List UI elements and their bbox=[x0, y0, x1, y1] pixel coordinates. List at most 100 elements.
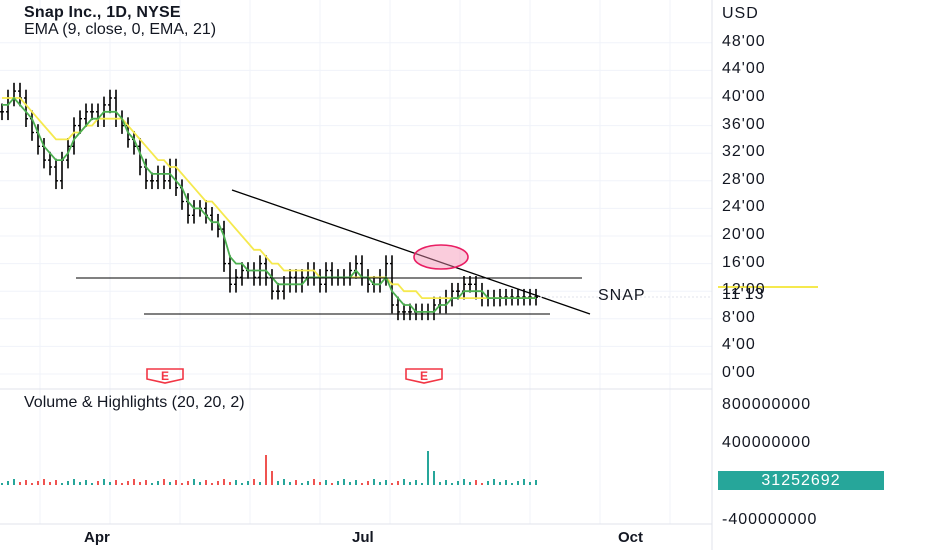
time-axis-tick: Jul bbox=[352, 529, 374, 546]
volume-bar bbox=[37, 481, 39, 485]
volume-bar bbox=[319, 482, 321, 485]
volume-bar bbox=[175, 480, 177, 485]
volume-bar bbox=[391, 483, 393, 485]
volume-bar bbox=[259, 482, 261, 485]
volume-bar bbox=[331, 483, 333, 485]
volume-bar bbox=[205, 480, 207, 485]
price-axis-tick: 40'00 bbox=[722, 88, 766, 105]
price-axis-tick: 44'00 bbox=[722, 60, 766, 78]
volume-bar bbox=[193, 479, 195, 485]
volume-bar bbox=[277, 481, 279, 485]
volume-bar bbox=[13, 479, 15, 485]
volume-bar bbox=[409, 482, 411, 485]
price-axis-tick: 16'00 bbox=[722, 253, 766, 271]
volume-bar bbox=[283, 479, 285, 485]
volume-bar bbox=[433, 471, 435, 485]
earnings-marker[interactable]: E bbox=[146, 368, 184, 384]
volume-axis-tick: 400000000 bbox=[722, 434, 812, 451]
volume-bar bbox=[109, 482, 111, 485]
price-axis-tick: 36'00 bbox=[722, 115, 766, 133]
ema-indicator-label[interactable]: EMA (9, close, 0, EMA, 21) bbox=[24, 21, 217, 38]
volume-bar bbox=[103, 479, 105, 485]
volume-bar bbox=[439, 482, 441, 485]
last-price-badge: 11'13 bbox=[722, 286, 765, 303]
volume-bar bbox=[169, 482, 171, 485]
volume-bar bbox=[67, 481, 69, 485]
volume-bar bbox=[151, 483, 153, 485]
volume-bar bbox=[337, 481, 339, 485]
volume-bar bbox=[61, 483, 63, 485]
volume-bar bbox=[397, 481, 399, 485]
price-axis-tick: 48'00 bbox=[722, 32, 766, 50]
highlight-circle bbox=[413, 244, 469, 270]
volume-bar bbox=[349, 482, 351, 485]
price-series bbox=[0, 82, 538, 321]
volume-bar bbox=[535, 480, 537, 485]
volume-bar bbox=[181, 483, 183, 485]
volume-bar bbox=[427, 451, 429, 485]
price-axis-tick: 20'00 bbox=[722, 226, 766, 243]
volume-bar bbox=[19, 482, 21, 485]
volume-bar bbox=[493, 479, 495, 485]
volume-bar bbox=[91, 483, 93, 485]
volume-bar bbox=[511, 483, 513, 485]
volume-axis-tick: 800000000 bbox=[722, 396, 812, 413]
ema-21-line bbox=[2, 97, 536, 300]
volume-bar bbox=[199, 482, 201, 485]
price-axis-currency: USD bbox=[722, 5, 759, 22]
volume-bar bbox=[187, 481, 189, 485]
volume-bar bbox=[241, 483, 243, 485]
volume-bar bbox=[451, 483, 453, 485]
volume-bar bbox=[73, 479, 75, 485]
volume-bar bbox=[343, 479, 345, 485]
volume-bar bbox=[379, 482, 381, 485]
volume-bar bbox=[133, 479, 135, 485]
ema-9-line bbox=[2, 96, 536, 313]
volume-bar bbox=[325, 480, 327, 485]
price-axis-tick: 8'00 bbox=[722, 308, 756, 326]
volume-bar bbox=[469, 482, 471, 485]
volume-bar bbox=[529, 482, 531, 485]
price-axis-tick: 4'00 bbox=[722, 336, 756, 354]
volume-bar bbox=[355, 480, 357, 485]
volume-bar bbox=[475, 480, 477, 485]
volume-bar bbox=[223, 479, 225, 485]
volume-bar bbox=[43, 479, 45, 485]
volume-bar bbox=[127, 481, 129, 485]
volume-bar bbox=[55, 480, 57, 485]
volume-bar bbox=[139, 482, 141, 485]
volume-bar bbox=[79, 482, 81, 485]
volume-bar bbox=[163, 479, 165, 485]
earnings-marker[interactable]: E bbox=[405, 368, 443, 384]
volume-bar bbox=[247, 481, 249, 485]
volume-bar bbox=[31, 483, 33, 485]
price-axis-tick: 32'00 bbox=[722, 143, 766, 161]
chart-title[interactable]: Snap Inc., 1D, NYSE bbox=[24, 4, 181, 21]
volume-bar bbox=[421, 483, 423, 485]
volume-bar bbox=[217, 481, 219, 485]
earnings-flag-icon bbox=[146, 368, 184, 384]
volume-bar bbox=[385, 480, 387, 485]
time-axis-tick: Oct bbox=[618, 529, 644, 546]
volume-bar bbox=[271, 471, 273, 485]
volume-bar bbox=[523, 479, 525, 485]
volume-indicator-label[interactable]: Volume & Highlights (20, 20, 2) bbox=[24, 394, 245, 411]
price-axis-tick: 24'00 bbox=[722, 198, 766, 216]
volume-axis-tick: -400000000 bbox=[722, 511, 818, 528]
volume-bar bbox=[97, 481, 99, 485]
volume-bar bbox=[361, 483, 363, 485]
volume-bar bbox=[445, 480, 447, 485]
volume-bar bbox=[295, 480, 297, 485]
volume-bar bbox=[505, 480, 507, 485]
volume-bar bbox=[457, 481, 459, 485]
time-axis-tick: Apr bbox=[84, 529, 110, 546]
volume-bar bbox=[403, 479, 405, 485]
volume-bar bbox=[145, 480, 147, 485]
trendline-resistance bbox=[231, 189, 591, 315]
volume-bar bbox=[85, 480, 87, 485]
symbol-line-label: SNAP bbox=[598, 287, 646, 304]
volume-bar bbox=[307, 481, 309, 485]
ema-lines bbox=[2, 96, 536, 313]
volume-bar bbox=[301, 483, 303, 485]
